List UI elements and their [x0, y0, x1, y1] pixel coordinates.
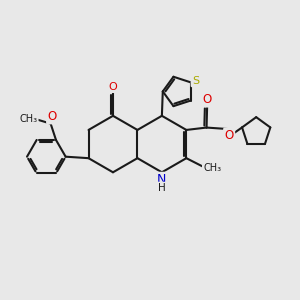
Text: S: S	[192, 76, 199, 86]
Text: H: H	[158, 183, 166, 193]
Text: N: N	[157, 173, 167, 186]
Text: O: O	[224, 129, 234, 142]
Text: O: O	[47, 110, 57, 123]
Text: O: O	[202, 93, 212, 106]
Text: CH₃: CH₃	[19, 114, 38, 124]
Text: CH₃: CH₃	[203, 163, 221, 173]
Text: O: O	[109, 82, 117, 92]
